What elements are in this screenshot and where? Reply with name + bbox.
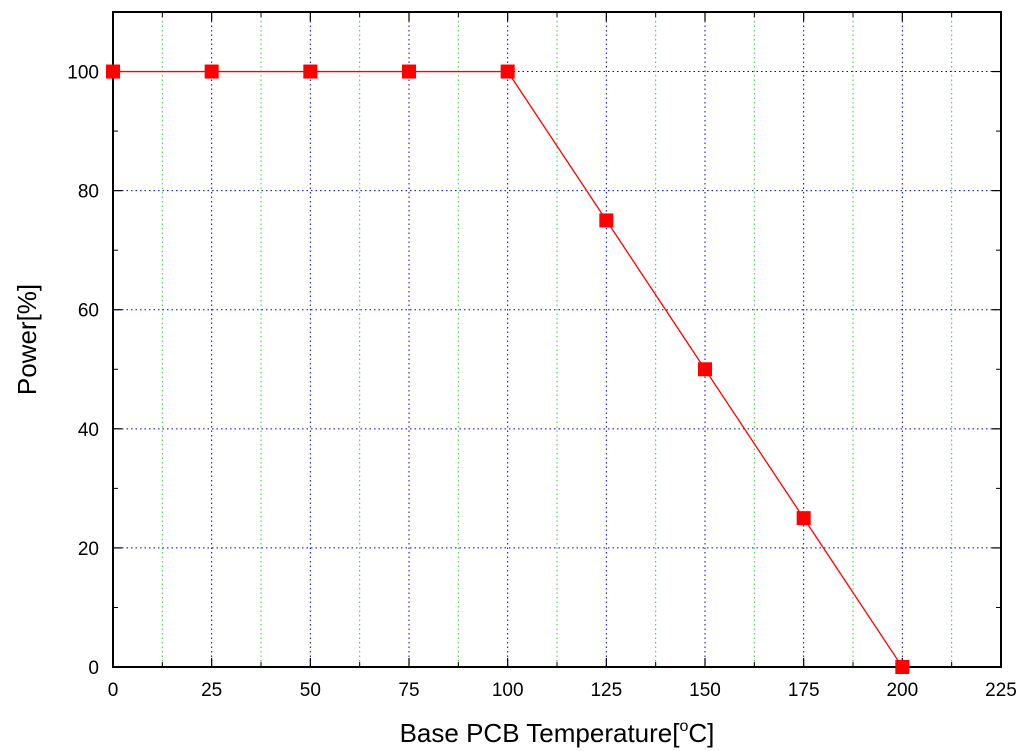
- y-tick-label: 0: [88, 658, 99, 679]
- x-axis-title-unit: C]: [688, 718, 714, 748]
- data-point-marker: [204, 64, 219, 79]
- data-point-marker: [106, 64, 120, 79]
- x-tick-label: 0: [108, 680, 119, 701]
- y-axis-tick-labels: 0 20 40 60 80 100: [67, 63, 99, 679]
- data-point-marker: [500, 64, 515, 79]
- minor-gridlines: [161, 12, 953, 667]
- y-tick-label: 100: [67, 63, 99, 84]
- y-tick-label: 40: [78, 420, 99, 441]
- y-tick-label: 80: [78, 182, 99, 203]
- major-gridlines: [113, 12, 1001, 667]
- data-point-marker: [599, 213, 614, 228]
- x-tick-label: 125: [590, 680, 622, 701]
- y-tick-label: 20: [78, 539, 99, 560]
- x-axis-title-degree-sup: o: [679, 718, 688, 735]
- x-axis-tick-labels: 0 25 50 75 100 125 150 175 200 225: [108, 680, 1017, 701]
- x-tick-label: 175: [788, 680, 820, 701]
- x-axis-title-main: Base PCB Temperature[: [400, 718, 681, 748]
- plot-area-frame: [112, 11, 1002, 668]
- data-point-marker: [303, 64, 318, 79]
- x-tick-label: 100: [492, 680, 524, 701]
- x-tick-label: 75: [398, 680, 419, 701]
- data-point-marker: [895, 660, 910, 674]
- x-axis-title: Base PCB Temperature[oC]: [400, 718, 715, 748]
- x-tick-label: 50: [300, 680, 321, 701]
- data-point-marker: [698, 362, 712, 377]
- data-point-marker: [402, 64, 416, 79]
- axis-ticks: [112, 12, 1002, 668]
- x-tick-label: 225: [985, 680, 1017, 701]
- x-tick-label: 25: [201, 680, 222, 701]
- y-axis-title: Power[%]: [12, 284, 42, 395]
- series-power: [106, 64, 910, 674]
- y-tick-label: 60: [78, 301, 99, 322]
- x-tick-label: 200: [886, 680, 918, 701]
- x-tick-label: 150: [689, 680, 721, 701]
- data-point-marker: [796, 511, 811, 526]
